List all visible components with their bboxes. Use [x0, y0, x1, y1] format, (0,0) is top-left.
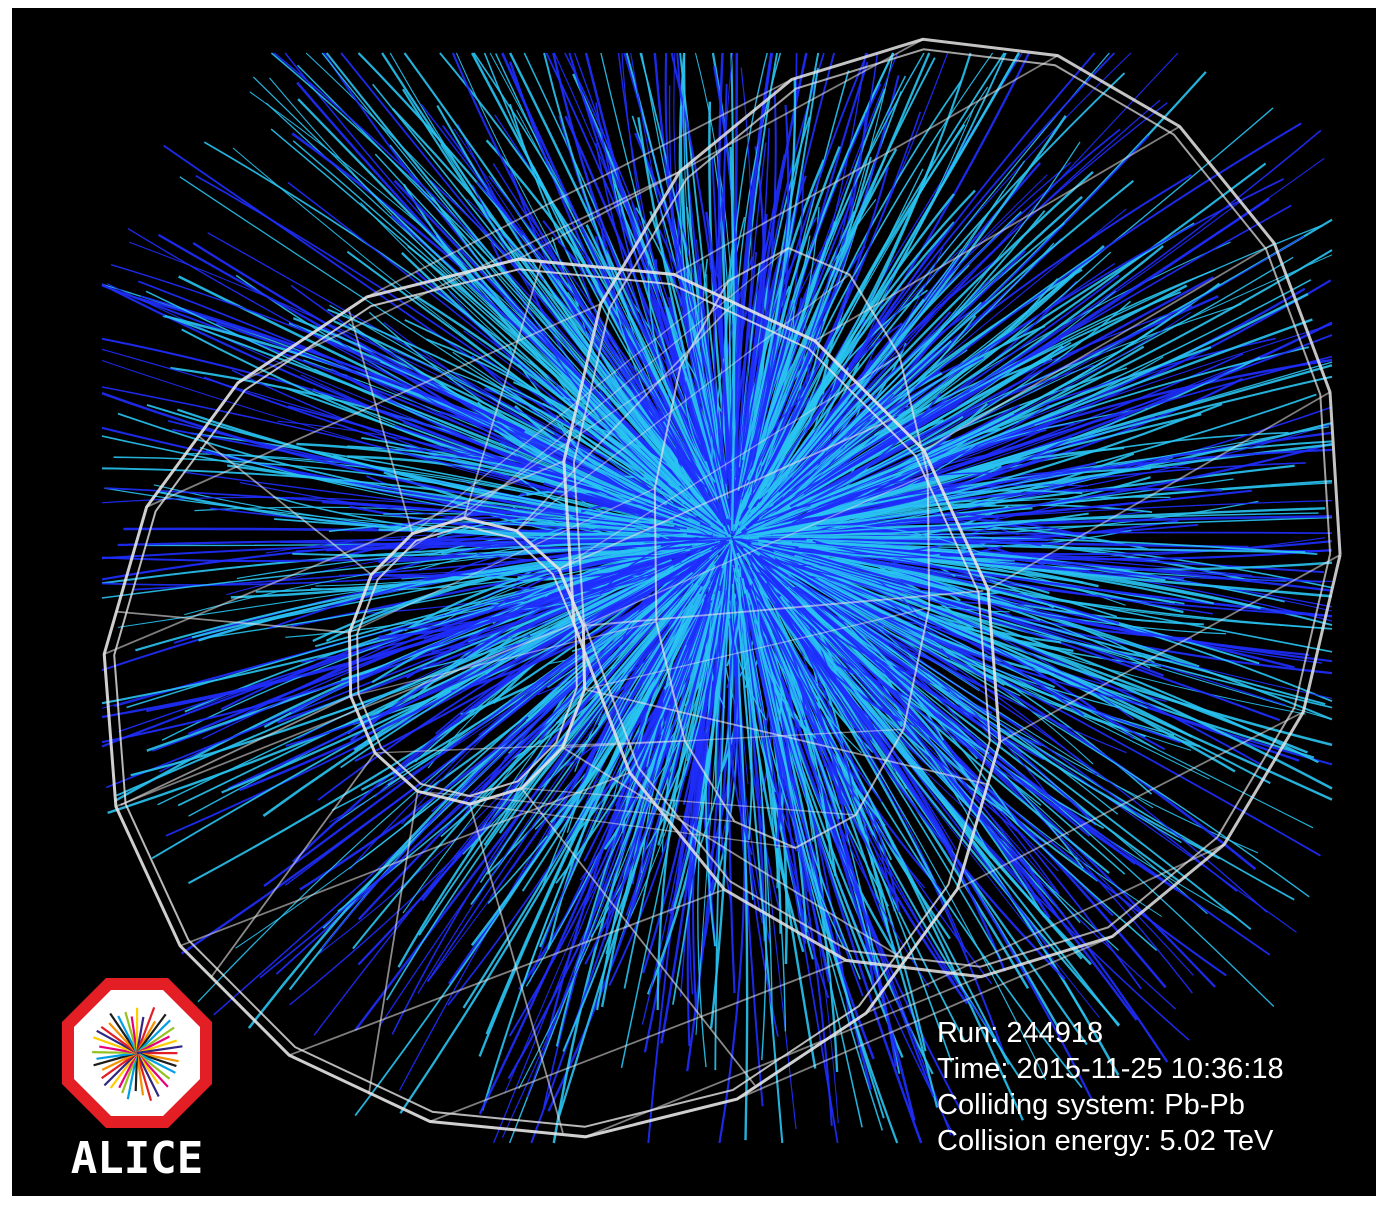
particle-tracks — [101, 52, 1333, 1144]
collision-energy: Collision energy: 5.02 TeV — [937, 1125, 1274, 1157]
detector-wireframe — [102, 37, 1342, 1139]
logo-text: ALICE — [71, 1133, 203, 1178]
event-info: Run: 244918 Time: 2015-11-25 10:36:18 Co… — [937, 1015, 1284, 1159]
event-display: ALICE Run: 244918 Time: 2015-11-25 10:36… — [12, 8, 1376, 1196]
alice-logo: ALICE — [62, 978, 212, 1184]
event-time: Time: 2015-11-25 10:36:18 — [937, 1053, 1284, 1085]
alice-logo-icon: ALICE — [62, 978, 212, 1184]
run-number: Run: 244918 — [937, 1017, 1104, 1049]
colliding-system: Colliding system: Pb-Pb — [937, 1089, 1245, 1121]
event-visualization — [101, 37, 1342, 1144]
